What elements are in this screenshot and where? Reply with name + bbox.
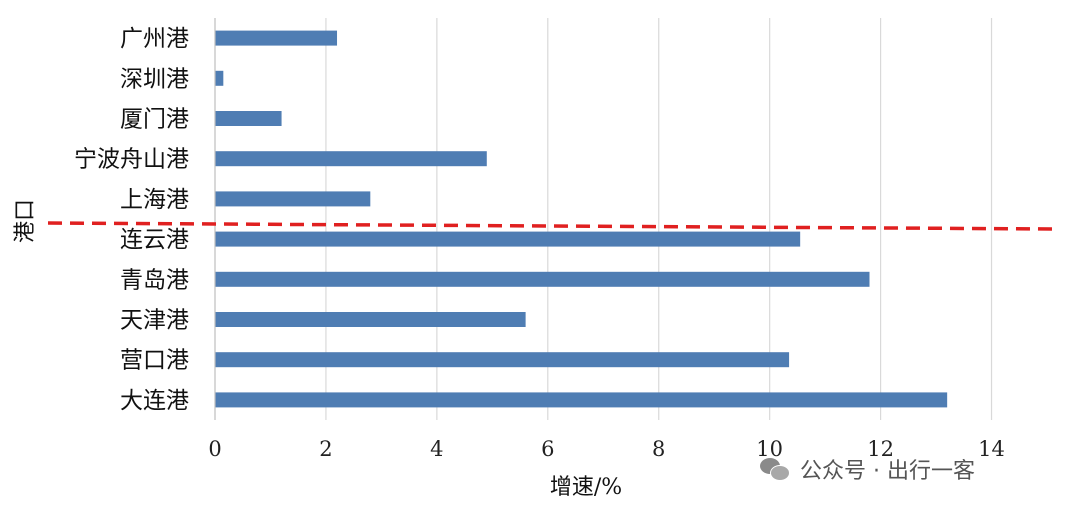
x-tick-label: 0 [208, 437, 221, 461]
dashed-separator-line [47, 221, 1059, 231]
category-label: 上海港 [120, 187, 189, 213]
grid-lines [325, 18, 993, 420]
category-label: 天津港 [120, 308, 189, 334]
wechat-icon [760, 456, 790, 482]
x-tick-label: 4 [430, 437, 443, 461]
x-tick-label: 10 [756, 437, 783, 461]
category-label: 广州港 [120, 26, 189, 52]
bar [215, 151, 487, 167]
bar [215, 271, 870, 287]
x-tick-label: 14 [978, 437, 1005, 461]
bar [215, 191, 371, 207]
category-label: 厦门港 [120, 107, 189, 133]
watermark-text: 公众号 · 出行一客 [800, 459, 975, 484]
bar [215, 30, 338, 46]
x-tick-labels: 0 2 4 6 8 10 12 14 [208, 437, 1005, 461]
x-axis-label: 增速/% [550, 475, 622, 500]
category-label: 青岛港 [120, 267, 189, 293]
watermark: 公众号 · 出行一客 [760, 452, 975, 486]
bar [215, 111, 282, 126]
y-axis-label: 港口 [13, 199, 38, 243]
category-label: 营口港 [120, 348, 189, 374]
category-label: 宁波舟山港 [74, 147, 189, 173]
bar [215, 352, 790, 368]
x-tick-label: 6 [541, 437, 554, 461]
category-label: 连云港 [120, 227, 189, 253]
x-tick-label: 2 [319, 437, 332, 461]
x-tick-label: 8 [652, 437, 665, 461]
bars [215, 30, 948, 408]
bar [215, 312, 526, 327]
bar [215, 392, 948, 408]
bar [215, 70, 224, 86]
bar [215, 231, 801, 247]
x-tick-label: 12 [867, 437, 894, 461]
category-label: 大连港 [120, 388, 189, 414]
category-label: 深圳港 [120, 66, 189, 92]
